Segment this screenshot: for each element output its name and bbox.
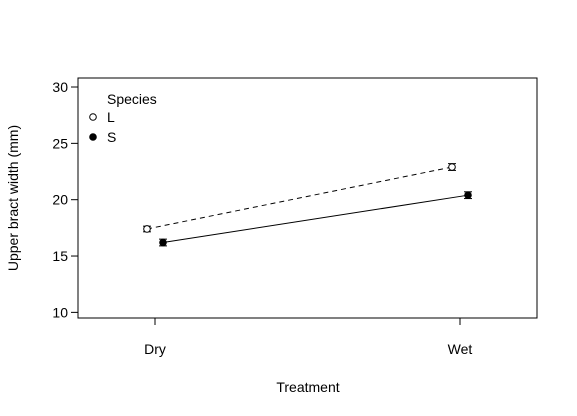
legend-marker: [89, 113, 97, 121]
plot-frame: [77, 77, 538, 319]
legend-marker: [89, 133, 97, 141]
data-point: [143, 225, 151, 233]
series-S: [159, 191, 472, 247]
legend-label: S: [107, 129, 116, 145]
legend: Species LS: [89, 91, 157, 145]
x-axis-label: Treatment: [276, 379, 339, 395]
data-point: [159, 238, 167, 247]
series-line: [162, 194, 469, 244]
y-axis-label: Upper bract width (mm): [5, 125, 21, 271]
series-layer: [143, 163, 472, 247]
y-tick-label: 10: [52, 304, 68, 320]
x-tick-label: Wet: [448, 341, 473, 357]
y-tick-label: 20: [52, 192, 68, 208]
data-point: [464, 191, 472, 199]
x-axis: Dry Wet: [144, 318, 472, 357]
y-tick-label: 15: [52, 248, 68, 264]
series-line: [146, 166, 453, 230]
x-tick-label: Dry: [144, 341, 166, 357]
data-point: [448, 163, 456, 171]
legend-title: Species: [107, 91, 157, 107]
y-axis: 10 15 20 25 30: [52, 79, 78, 320]
legend-label: L: [107, 109, 115, 125]
y-tick-label: 30: [52, 79, 68, 95]
y-tick-label: 25: [52, 135, 68, 151]
series-L: [143, 163, 456, 233]
